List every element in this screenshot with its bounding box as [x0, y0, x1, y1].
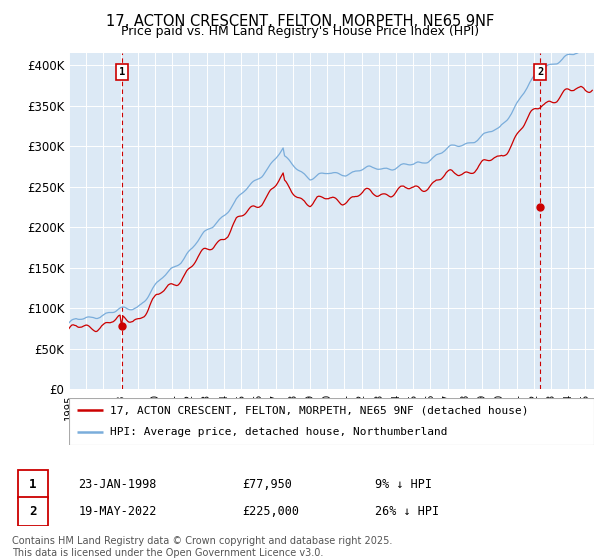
- Text: 19-MAY-2022: 19-MAY-2022: [78, 505, 157, 518]
- Text: 1: 1: [119, 67, 125, 77]
- Text: 2: 2: [537, 67, 544, 77]
- FancyBboxPatch shape: [18, 470, 48, 498]
- Text: Price paid vs. HM Land Registry's House Price Index (HPI): Price paid vs. HM Land Registry's House …: [121, 25, 479, 38]
- Text: 17, ACTON CRESCENT, FELTON, MORPETH, NE65 9NF (detached house): 17, ACTON CRESCENT, FELTON, MORPETH, NE6…: [110, 405, 529, 416]
- Text: 23-JAN-1998: 23-JAN-1998: [78, 478, 157, 491]
- Text: 17, ACTON CRESCENT, FELTON, MORPETH, NE65 9NF: 17, ACTON CRESCENT, FELTON, MORPETH, NE6…: [106, 14, 494, 29]
- Text: 9% ↓ HPI: 9% ↓ HPI: [375, 478, 432, 491]
- FancyBboxPatch shape: [69, 398, 594, 445]
- Text: 26% ↓ HPI: 26% ↓ HPI: [375, 505, 439, 518]
- Text: Contains HM Land Registry data © Crown copyright and database right 2025.
This d: Contains HM Land Registry data © Crown c…: [12, 536, 392, 558]
- FancyBboxPatch shape: [18, 497, 48, 526]
- Text: £225,000: £225,000: [242, 505, 299, 518]
- Text: 2: 2: [29, 505, 37, 518]
- Text: 1: 1: [29, 478, 37, 491]
- Text: HPI: Average price, detached house, Northumberland: HPI: Average price, detached house, Nort…: [110, 427, 448, 437]
- Text: £77,950: £77,950: [242, 478, 292, 491]
